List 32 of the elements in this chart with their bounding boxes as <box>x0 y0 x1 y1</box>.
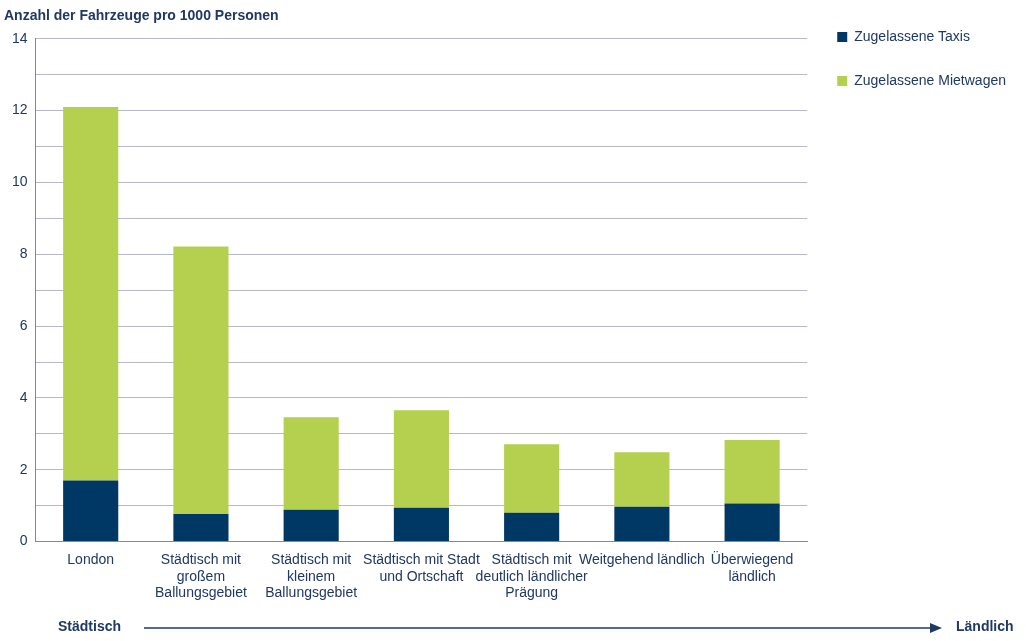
bar <box>504 444 560 513</box>
y-tick-label: 6 <box>19 316 28 333</box>
x-tick-label: London <box>67 550 115 567</box>
bar <box>614 452 670 507</box>
bar <box>173 513 229 542</box>
bar <box>724 503 780 542</box>
bar <box>63 107 119 481</box>
bar <box>724 439 780 504</box>
bar <box>614 506 670 542</box>
chart-title: Anzahl der Fahrzeuge pro 1000 Personen <box>4 7 279 24</box>
bar <box>173 246 229 514</box>
bar <box>283 509 339 542</box>
y-tick-label: 4 <box>19 388 28 405</box>
legend-label: Zugelassene Mietwagen <box>854 71 1007 88</box>
text: Städtisch <box>58 618 122 634</box>
bar <box>504 512 560 542</box>
text: Ländlich <box>956 618 1014 634</box>
x-tick-label: Städtisch mit großem Ballungsgebiet <box>155 550 247 601</box>
legend-label: Zugelassene Taxis <box>854 27 970 44</box>
bar <box>283 417 339 510</box>
bar <box>63 480 119 542</box>
y-tick-label: 10 <box>11 173 28 190</box>
x-tick-label: Städtisch mit kleinem Ballungsgebiet <box>265 550 358 601</box>
x-tick-label: Weitgehend ländlich <box>578 550 705 567</box>
y-tick-label: 0 <box>19 532 28 549</box>
x-tick-label: Überwiegend ländlich <box>710 549 794 584</box>
bar <box>393 410 449 508</box>
bar <box>393 507 449 542</box>
y-tick-label: 2 <box>19 460 28 477</box>
y-tick-label: 12 <box>11 101 28 118</box>
y-tick-label: 8 <box>19 245 28 262</box>
y-tick-label: 14 <box>11 29 28 46</box>
